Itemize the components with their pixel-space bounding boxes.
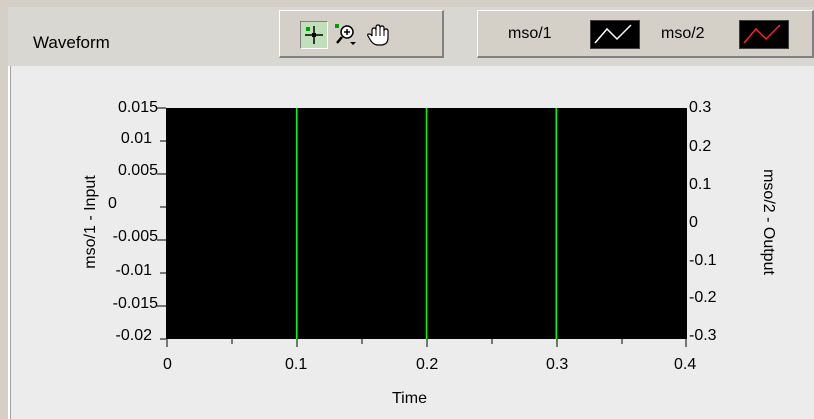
y-left-tick-label: -0.015 xyxy=(112,295,158,312)
graph-title: Waveform xyxy=(33,33,110,52)
y-left-tick-label: -0.02 xyxy=(115,327,152,344)
y-left-tick-label: -0.01 xyxy=(115,262,152,279)
y-left-tick-label: 0.005 xyxy=(117,162,158,179)
cursor-tool-button[interactable] xyxy=(300,21,328,49)
plot-legend: mso/1 mso/2 xyxy=(477,10,814,58)
x-tick-label: 0.1 xyxy=(285,356,308,373)
plot-canvas xyxy=(296,108,557,339)
y-right-tick-label: 0.3 xyxy=(689,99,712,116)
y-right-tick-label: 0 xyxy=(689,214,698,231)
y-left-tick-label: 0.01 xyxy=(120,130,152,147)
y-right-axis-title: mso/2 - Output xyxy=(760,169,777,275)
left-y-axis-line xyxy=(166,108,167,339)
pan-tool-button[interactable] xyxy=(364,21,392,49)
y-left-tick-label: 0.015 xyxy=(117,99,158,116)
zoom-magnifier-icon xyxy=(335,24,356,45)
crosshair-cursor-icon xyxy=(305,26,323,44)
legend-label-mso1: mso/1 xyxy=(508,25,552,42)
x-tick-marks xyxy=(166,339,687,347)
y-left-tick-label: 0 xyxy=(108,195,117,212)
x-tick-label: 0 xyxy=(163,356,172,373)
line-plot-white-icon xyxy=(594,24,632,44)
hand-pan-icon xyxy=(367,24,389,46)
x-tick-label: 0.4 xyxy=(674,356,697,373)
y-right-tick-label: -0.3 xyxy=(689,327,717,344)
y-right-tick-label: 0.1 xyxy=(689,176,712,193)
legend-label-mso2: mso/2 xyxy=(661,25,705,42)
y-right-tick-label: -0.2 xyxy=(689,289,717,306)
right-y-axis-line xyxy=(686,108,687,339)
legend-swatch-mso2[interactable] xyxy=(739,20,789,49)
graph-palette xyxy=(279,10,444,58)
x-tick-label: 0.3 xyxy=(546,356,569,373)
y-left-axis-title: mso/1 - Input xyxy=(82,175,99,269)
y-left-tick-label: -0.005 xyxy=(112,228,158,245)
y-right-tick-label: 0.2 xyxy=(689,138,712,155)
line-plot-red-icon xyxy=(743,24,781,44)
x-tick-label: 0.2 xyxy=(416,356,439,373)
x-axis-title: Time xyxy=(392,390,427,407)
y-right-tick-label: -0.1 xyxy=(689,252,717,269)
zoom-tool-button[interactable] xyxy=(332,21,360,49)
legend-swatch-mso1[interactable] xyxy=(590,20,640,49)
y-left-tick-marks xyxy=(157,107,166,340)
plot-area[interactable] xyxy=(167,108,686,339)
